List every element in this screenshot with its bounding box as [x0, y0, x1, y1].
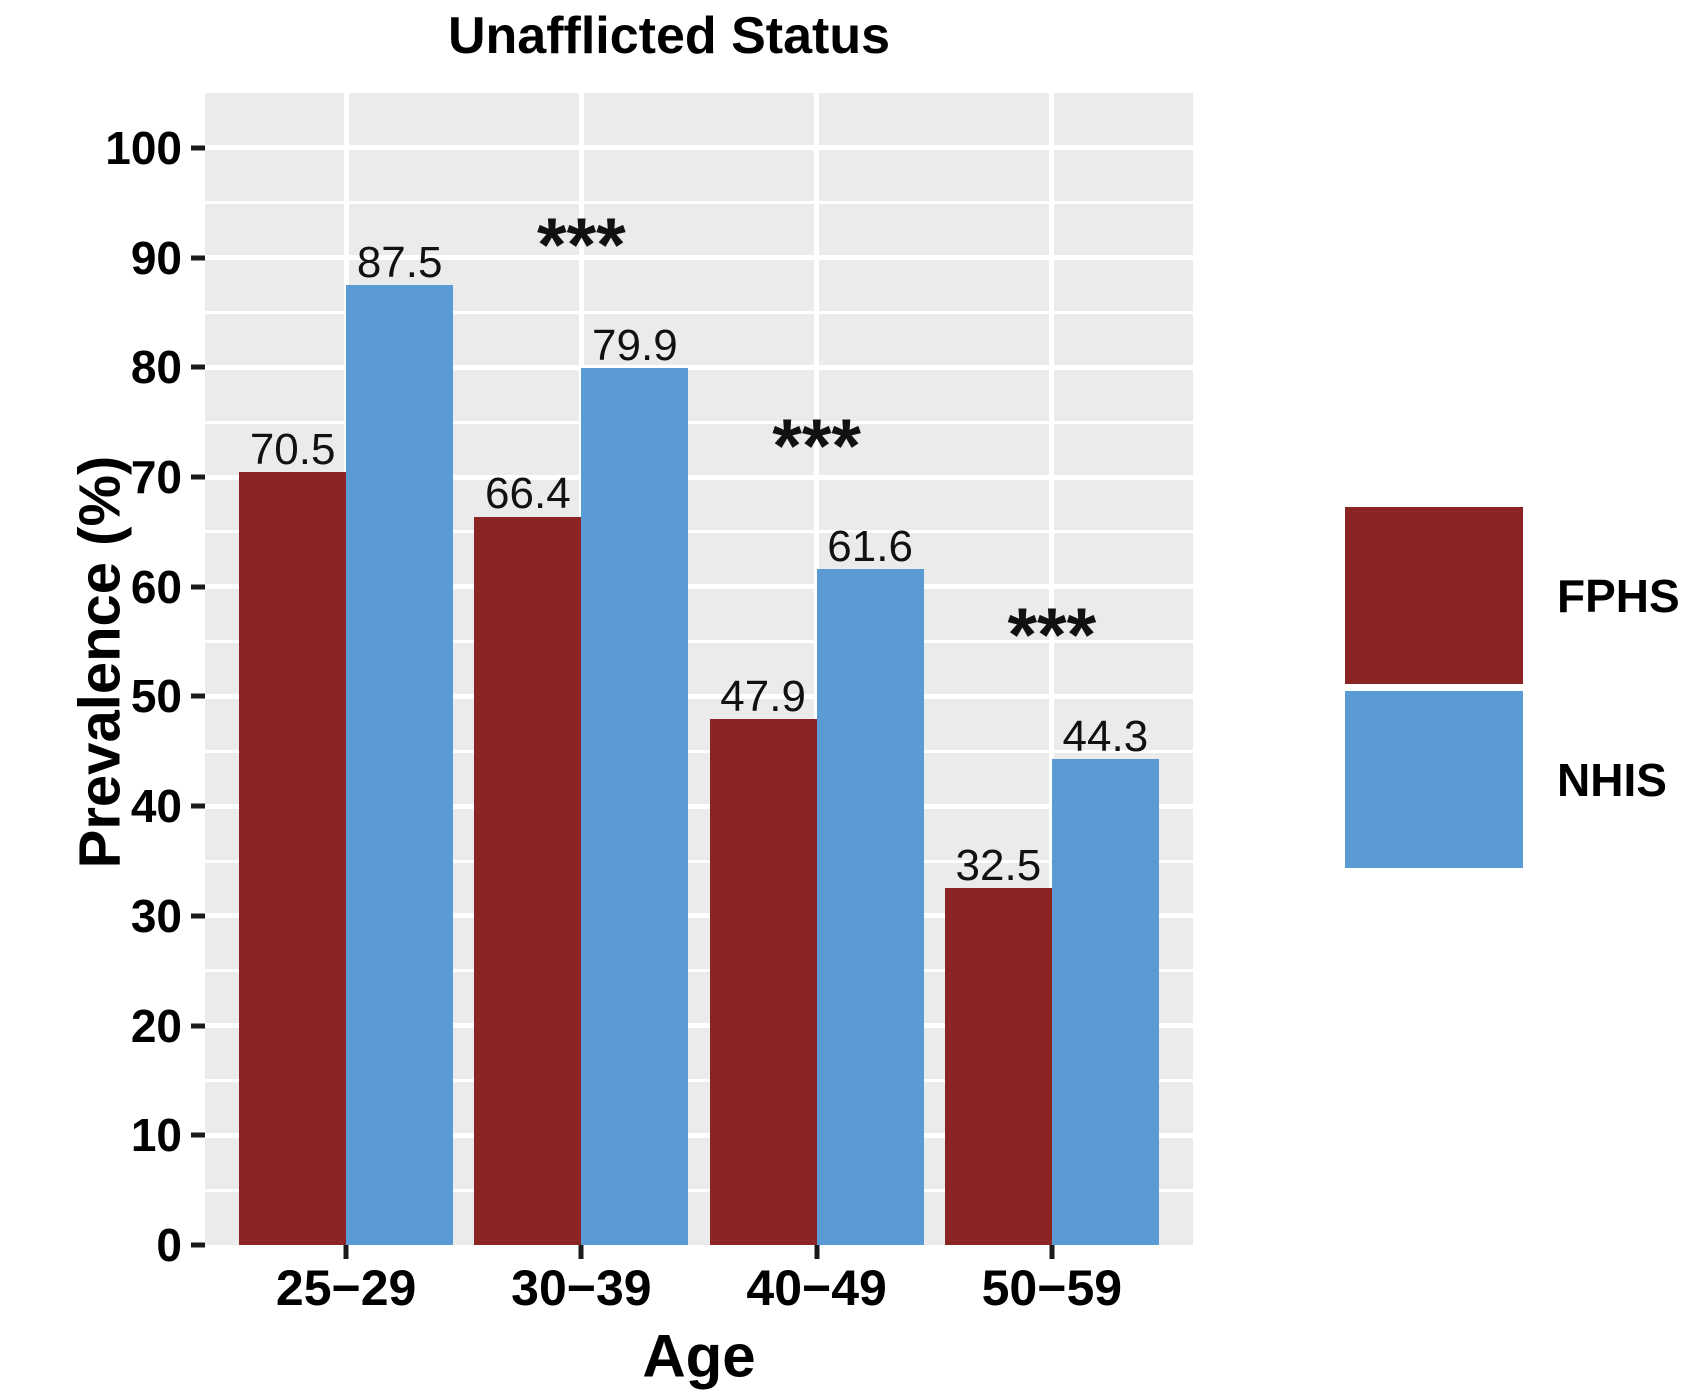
- x-axis-tick: [814, 1245, 820, 1259]
- gridline-horizontal-minor: [205, 859, 1193, 863]
- y-axis-tick: [191, 693, 205, 699]
- bar-value-label: 66.4: [485, 469, 571, 519]
- legend-item-fphs: FPHS: [1345, 507, 1685, 684]
- gridline-horizontal-minor: [205, 530, 1193, 534]
- significance-marker: ***: [1007, 593, 1097, 679]
- legend-key-swatch: [1345, 691, 1523, 868]
- y-axis-tick: [191, 913, 205, 919]
- bar-value-label: 61.6: [827, 522, 913, 572]
- gridline-horizontal-major: [205, 584, 1193, 590]
- bar-fphs-25−29: [239, 471, 347, 1245]
- bar-value-label: 47.9: [720, 672, 806, 722]
- gridline-horizontal-minor: [205, 749, 1193, 753]
- gridline-horizontal-major: [205, 913, 1193, 919]
- gridline-horizontal-minor: [205, 969, 1193, 973]
- gridline-horizontal-minor: [205, 201, 1193, 205]
- x-axis-tick-label: 50−59: [981, 1260, 1123, 1316]
- x-axis-tick-label: 40−49: [746, 1260, 887, 1316]
- bar-value-label: 32.5: [955, 841, 1042, 891]
- gridline-horizontal-minor: [205, 420, 1193, 424]
- gridline-horizontal-minor: [205, 1188, 1193, 1192]
- y-axis-tick-label: 90: [130, 231, 182, 284]
- y-axis-tick: [191, 1132, 205, 1138]
- legend-item-nhis: NHIS: [1345, 691, 1685, 868]
- bar-nhis-40−49: [816, 569, 924, 1245]
- y-axis-tick-label: 40: [130, 780, 182, 833]
- y-axis-tick-label: 0: [156, 1219, 182, 1271]
- gridline-horizontal-major: [205, 1023, 1193, 1029]
- y-axis-tick-label: 10: [130, 1109, 182, 1162]
- gridline-horizontal-major: [205, 803, 1193, 809]
- gridline-horizontal-major: [205, 693, 1193, 699]
- significance-marker: ***: [537, 202, 626, 288]
- chart-title: Unafflicted Status: [447, 7, 891, 65]
- gridline-horizontal-major: [205, 364, 1193, 370]
- bar-value-label: 87.5: [356, 238, 443, 287]
- gridline-horizontal-minor: [205, 640, 1193, 644]
- gridline-horizontal-major: [205, 474, 1193, 480]
- legend-label: FPHS: [1557, 569, 1680, 622]
- gridline-horizontal-major: [205, 145, 1193, 151]
- x-axis-tick: [1049, 1245, 1055, 1259]
- plot-panel: 70.5 66.4 47.9 32.5 87.5 79.9 61.6 44.3 *** *** **…: [205, 93, 1193, 1245]
- gridline-horizontal-major: [205, 255, 1193, 261]
- x-axis-tick: [578, 1245, 584, 1259]
- significance-marker: ***: [772, 403, 861, 489]
- legend-key-swatch: [1345, 507, 1523, 684]
- x-axis-tick: [343, 1245, 349, 1259]
- y-axis-tick-label: 50: [130, 670, 182, 723]
- y-axis-tick-label: 20: [130, 999, 182, 1052]
- bar-nhis-50−59: [1051, 758, 1159, 1245]
- y-axis-tick: [191, 255, 205, 261]
- x-axis-tick-label: 25−29: [275, 1260, 417, 1316]
- bar-fphs-30−39: [474, 516, 582, 1245]
- y-axis-tick-label: 80: [130, 341, 182, 394]
- legend: FPHS NHIS: [1345, 507, 1685, 868]
- bar-value-label: 44.3: [1062, 711, 1149, 761]
- bar-fphs-50−59: [944, 888, 1052, 1245]
- y-axis-tick: [191, 803, 205, 809]
- gridline-vertical-major: [1049, 93, 1055, 1245]
- x-axis-tick-label: 30−39: [511, 1260, 652, 1316]
- bar-fphs-40−49: [709, 719, 817, 1245]
- y-axis-tick: [191, 474, 205, 480]
- gridline-horizontal-major: [205, 1132, 1193, 1138]
- y-axis-tick: [191, 584, 205, 590]
- gridline-horizontal-minor: [205, 310, 1193, 314]
- bar-value-label: 70.5: [249, 424, 336, 474]
- bar-value-label: 79.9: [592, 321, 678, 371]
- legend-label: NHIS: [1557, 753, 1667, 806]
- y-axis-tick-label: 100: [105, 121, 182, 174]
- x-axis-title: Age: [642, 1322, 756, 1390]
- gridline-horizontal-minor: [205, 1078, 1193, 1082]
- bar-nhis-25−29: [346, 285, 454, 1245]
- y-axis-tick-label: 70: [130, 451, 182, 503]
- bar-nhis-30−39: [581, 368, 689, 1245]
- y-axis-tick: [191, 145, 205, 151]
- y-axis-tick: [191, 364, 205, 370]
- y-axis-tick-label: 30: [130, 889, 182, 942]
- y-axis-tick-label: 60: [130, 560, 182, 613]
- y-axis-tick: [191, 1242, 205, 1248]
- y-axis-tick: [191, 1023, 205, 1029]
